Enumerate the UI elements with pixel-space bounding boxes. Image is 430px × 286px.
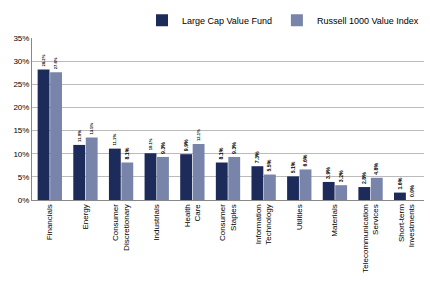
svg-text:2.8%: 2.8% (361, 172, 367, 184)
svg-text:28.2%: 28.2% (41, 54, 46, 66)
svg-text:ConsumerStaples: ConsumerStaples (218, 204, 237, 241)
svg-text:3.2%: 3.2% (338, 170, 344, 182)
svg-text:8.1%: 8.1% (124, 147, 130, 159)
svg-text:10.1%: 10.1% (148, 138, 153, 150)
svg-text:7.3%: 7.3% (254, 151, 260, 163)
svg-text:9.9%: 9.9% (183, 139, 189, 151)
svg-text:Financials: Financials (45, 204, 54, 240)
svg-text:20%: 20% (13, 103, 29, 112)
svg-text:Short-termInvestments: Short-termInvestments (397, 204, 416, 247)
svg-text:25%: 25% (13, 80, 29, 89)
svg-text:0.0%: 0.0% (409, 185, 415, 197)
svg-text:InformationTechnology: InformationTechnology (254, 204, 273, 244)
svg-text:6.6%: 6.6% (302, 154, 308, 166)
svg-text:13.5%: 13.5% (89, 122, 94, 134)
svg-text:ConsumerDiscretionary: ConsumerDiscretionary (111, 204, 130, 251)
svg-text:5.5%: 5.5% (266, 159, 272, 171)
svg-text:27.6%: 27.6% (53, 57, 58, 69)
svg-text:Energy: Energy (81, 204, 90, 229)
svg-text:11.9%: 11.9% (77, 130, 82, 142)
svg-text:Materials: Materials (331, 204, 340, 236)
svg-text:9.3%: 9.3% (231, 142, 237, 154)
svg-text:12.1%: 12.1% (196, 129, 201, 141)
svg-text:Utilities: Utilities (295, 204, 304, 230)
svg-text:15%: 15% (13, 126, 29, 135)
svg-text:8.1%: 8.1% (218, 147, 224, 159)
svg-text:1.6%: 1.6% (397, 177, 403, 189)
svg-text:HealthCare: HealthCare (183, 204, 202, 228)
svg-text:5.1%: 5.1% (290, 161, 296, 173)
svg-text:4.8%: 4.8% (373, 163, 379, 175)
svg-text:0%: 0% (18, 196, 30, 205)
svg-text:10%: 10% (13, 150, 29, 159)
svg-text:Industrials: Industrials (152, 204, 161, 240)
svg-text:9.3%: 9.3% (160, 142, 166, 154)
svg-text:30%: 30% (13, 57, 29, 66)
svg-text:3.9%: 3.9% (325, 167, 331, 179)
svg-text:35%: 35% (13, 34, 29, 43)
svg-text:5%: 5% (18, 173, 30, 182)
svg-text:Large Cap Value Fund: Large Cap Value Fund (182, 16, 272, 26)
svg-text:Russell 1000 Value Index: Russell 1000 Value Index (317, 16, 419, 26)
svg-text:11.1%: 11.1% (112, 134, 117, 146)
svg-text:TelecommunicationServices: TelecommunicationServices (361, 204, 380, 272)
